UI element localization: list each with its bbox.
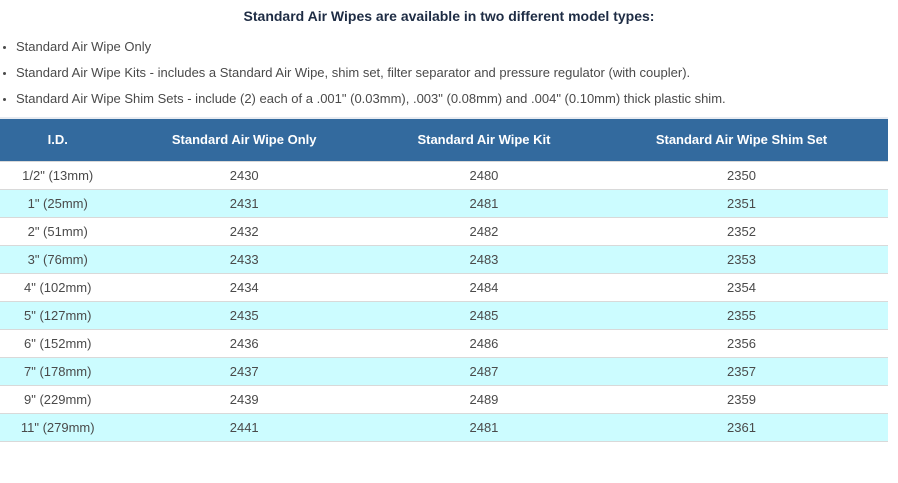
list-item-wipe-only: Standard Air Wipe Only xyxy=(16,39,898,55)
cell-wipe-kit: 2485 xyxy=(372,301,595,330)
cell-wipe-kit: 2486 xyxy=(372,329,595,358)
model-types-list: Standard Air Wipe Only Standard Air Wipe… xyxy=(0,39,898,107)
cell-wipe-kit: 2483 xyxy=(372,245,595,274)
cell-id: 1" (25mm) xyxy=(0,189,116,218)
cell-wipe-kit: 2480 xyxy=(372,161,595,190)
cell-id: 6" (152mm) xyxy=(0,329,116,358)
col-header-id: I.D. xyxy=(0,117,116,162)
cell-id: 2" (51mm) xyxy=(0,217,116,246)
section-heading: Standard Air Wipes are available in two … xyxy=(243,8,655,24)
cell-id: 3" (76mm) xyxy=(0,245,116,274)
cell-wipe-only: 2439 xyxy=(115,385,373,414)
cell-wipe-only: 2431 xyxy=(115,189,373,218)
cell-shim-set: 2351 xyxy=(594,189,888,218)
cell-shim-set: 2354 xyxy=(594,273,888,302)
cell-wipe-kit: 2489 xyxy=(372,385,595,414)
table-header-row: I.D. Standard Air Wipe Only Standard Air… xyxy=(0,117,888,162)
col-header-wipe-only: Standard Air Wipe Only xyxy=(115,117,373,162)
cell-shim-set: 2361 xyxy=(594,413,888,442)
cell-shim-set: 2357 xyxy=(594,357,888,386)
table-row: 3" (76mm) 2433 2483 2353 xyxy=(0,245,888,274)
cell-shim-set: 2352 xyxy=(594,217,888,246)
cell-wipe-kit: 2482 xyxy=(372,217,595,246)
cell-id: 1/2" (13mm) xyxy=(0,161,116,190)
table-row: 5" (127mm) 2435 2485 2355 xyxy=(0,301,888,330)
cell-wipe-only: 2430 xyxy=(115,161,373,190)
cell-wipe-kit: 2481 xyxy=(372,189,595,218)
cell-wipe-kit: 2484 xyxy=(372,273,595,302)
cell-shim-set: 2359 xyxy=(594,385,888,414)
cell-id: 7" (178mm) xyxy=(0,357,116,386)
table-row: 11" (279mm) 2441 2481 2361 xyxy=(0,413,888,442)
col-header-wipe-kit: Standard Air Wipe Kit xyxy=(372,117,595,162)
table-row: 4" (102mm) 2434 2484 2354 xyxy=(0,273,888,302)
cell-id: 11" (279mm) xyxy=(0,413,116,442)
cell-shim-set: 2355 xyxy=(594,301,888,330)
cell-wipe-kit: 2487 xyxy=(372,357,595,386)
cell-wipe-only: 2433 xyxy=(115,245,373,274)
cell-wipe-only: 2432 xyxy=(115,217,373,246)
air-wipe-model-table: I.D. Standard Air Wipe Only Standard Air… xyxy=(0,117,888,442)
cell-id: 4" (102mm) xyxy=(0,273,116,302)
list-item-shim-sets: Standard Air Wipe Shim Sets - include (2… xyxy=(16,91,898,107)
cell-shim-set: 2353 xyxy=(594,245,888,274)
list-item-wipe-kits: Standard Air Wipe Kits - includes a Stan… xyxy=(16,65,898,81)
table-row: 6" (152mm) 2436 2486 2356 xyxy=(0,329,888,358)
table-row: 1/2" (13mm) 2430 2480 2350 xyxy=(0,161,888,190)
product-info-section: Standard Air Wipes are available in two … xyxy=(0,0,898,442)
cell-wipe-only: 2434 xyxy=(115,273,373,302)
cell-wipe-only: 2436 xyxy=(115,329,373,358)
col-header-shim-set: Standard Air Wipe Shim Set xyxy=(594,117,888,162)
table-row: 9" (229mm) 2439 2489 2359 xyxy=(0,385,888,414)
cell-shim-set: 2350 xyxy=(594,161,888,190)
table-row: 1" (25mm) 2431 2481 2351 xyxy=(0,189,888,218)
table-row: 2" (51mm) 2432 2482 2352 xyxy=(0,217,888,246)
cell-wipe-kit: 2481 xyxy=(372,413,595,442)
cell-wipe-only: 2437 xyxy=(115,357,373,386)
table-row: 7" (178mm) 2437 2487 2357 xyxy=(0,357,888,386)
cell-wipe-only: 2435 xyxy=(115,301,373,330)
cell-wipe-only: 2441 xyxy=(115,413,373,442)
cell-shim-set: 2356 xyxy=(594,329,888,358)
cell-id: 9" (229mm) xyxy=(0,385,116,414)
cell-id: 5" (127mm) xyxy=(0,301,116,330)
